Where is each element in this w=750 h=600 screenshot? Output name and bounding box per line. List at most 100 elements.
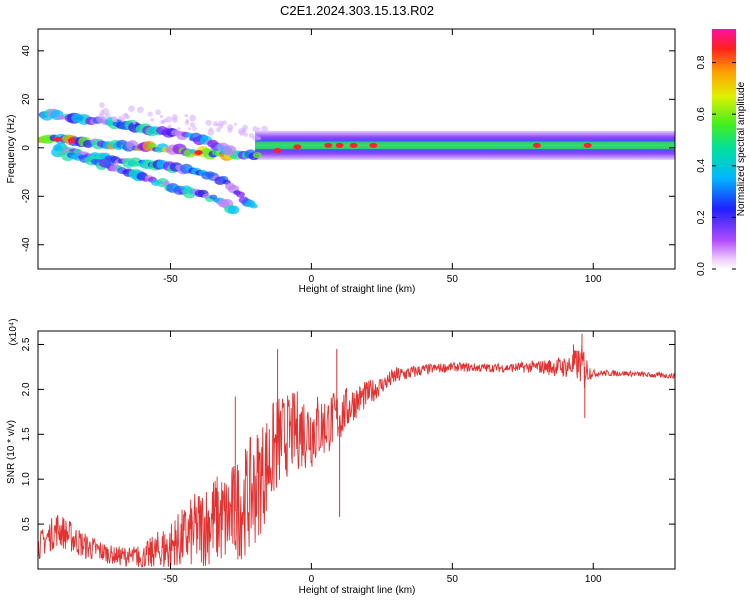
faint-dot	[252, 125, 259, 132]
bottom-x-tick-label: 100	[585, 574, 602, 585]
faint-dot	[150, 117, 155, 122]
spectrogram-frame	[37, 28, 676, 270]
faint-dot	[98, 112, 104, 119]
faint-dot	[172, 117, 178, 123]
bottom-y-tick-label: 1.0	[21, 472, 32, 486]
bottom-x-axis: -50 0 50 100	[163, 331, 602, 585]
spectral-peak	[273, 148, 282, 154]
spectrogram-panel: -50 0 50 100 -40 -20 0 20 40 Height of straight…	[6, 28, 676, 295]
spectral-peak	[532, 142, 541, 148]
spectral-blob	[222, 145, 237, 156]
figure-title: C2E1.2024.303.15.13.R02	[280, 3, 434, 18]
faint-dot	[184, 113, 189, 118]
bottom-x-axis-label: Height of straight line (km)	[299, 585, 416, 596]
colorbar-tick-label: 0.0	[696, 262, 707, 276]
colorbar-gradient	[712, 29, 736, 269]
faint-dot	[100, 109, 104, 113]
faint-dot	[155, 109, 161, 116]
snr-line-layer	[38, 333, 675, 568]
bottom-x-tick-label: 0	[309, 574, 315, 585]
heatmap-layer	[38, 102, 675, 215]
faint-dot	[99, 102, 105, 108]
top-y-tick-label: 20	[21, 93, 32, 105]
faint-dot	[161, 119, 165, 123]
top-x-tick-label: 0	[309, 274, 315, 285]
bottom-x-tick-label: -50	[163, 574, 178, 585]
faint-dot	[159, 114, 164, 119]
snr-line	[38, 344, 675, 568]
colorbar-tick-label: 0.4	[696, 158, 707, 172]
top-y-axis-label: Frequency (Hz)	[6, 115, 17, 184]
bottom-y-tick-label: 0.5	[21, 517, 32, 531]
spectral-peak	[293, 144, 302, 150]
top-y-tick-label: 0	[21, 145, 32, 151]
colorbar-tick-label: 0.8	[696, 55, 707, 69]
spectral-peak	[335, 142, 344, 148]
spectral-peak	[324, 142, 333, 148]
y-multiplier-label: (x10⁴)	[8, 318, 19, 345]
top-x-tick-label: -50	[163, 274, 178, 285]
colorbar-tick-label: 0.2	[696, 210, 707, 224]
spectral-blob	[252, 152, 262, 159]
bottom-y-tick-label: 2.0	[21, 382, 32, 396]
top-x-tick-label: 100	[585, 274, 602, 285]
colorbar-label: Normalized spectral amplitude	[736, 81, 747, 216]
top-y-tick-label: 40	[21, 45, 32, 57]
spectral-peak	[369, 142, 378, 148]
faint-dot	[261, 125, 268, 133]
top-x-axis-label: Height of straight line (km)	[299, 284, 416, 295]
spectral-peak	[583, 142, 592, 148]
faint-dot	[233, 122, 238, 126]
colorbar-tick-label: 0.6	[696, 107, 707, 121]
bottom-y-axis-label: SNR (10 * v/v)	[6, 420, 17, 484]
faint-dot	[217, 123, 224, 129]
snr-panel: -50 0 50 100 0.5 1.0 1.5 2.0 2.5 Height of stra…	[6, 318, 676, 596]
spectral-blob	[235, 191, 245, 198]
faint-dot	[132, 120, 136, 125]
faint-dot	[104, 112, 111, 119]
faint-dot	[189, 122, 196, 128]
faint-dot	[205, 119, 212, 126]
spectral-peak	[349, 142, 358, 148]
faint-dot	[256, 127, 261, 131]
spectral-peak	[67, 138, 76, 144]
faint-dot	[243, 132, 248, 137]
faint-dot	[189, 114, 196, 122]
top-x-axis: -50 0 50 100	[163, 29, 602, 285]
colorbar: 0.0 0.2 0.4 0.6 0.8 Normalized spectral ampl…	[696, 29, 747, 276]
faint-dot	[227, 124, 234, 131]
faint-dot	[128, 105, 135, 112]
spectral-peak	[53, 136, 62, 142]
faint-dot	[124, 112, 129, 117]
spectral-blob	[249, 203, 258, 209]
faint-dot	[112, 117, 116, 121]
top-y-tick-label: -40	[21, 237, 32, 252]
faint-dot	[207, 129, 215, 136]
faint-dot	[177, 127, 181, 131]
band-core	[255, 141, 675, 150]
faint-dot	[257, 136, 262, 141]
spectral-peak	[194, 150, 203, 156]
bottom-y-tick-label: 1.5	[21, 427, 32, 441]
bottom-y-axis: 0.5 1.0 1.5 2.0 2.5	[21, 337, 675, 531]
faint-dot	[252, 134, 259, 141]
top-x-tick-label: 50	[447, 274, 459, 285]
faint-dot	[192, 126, 197, 131]
top-y-axis: -40 -20 0 20 40	[21, 45, 675, 252]
faint-dot	[212, 121, 219, 127]
bottom-y-tick-label: 2.5	[21, 337, 32, 351]
faint-dot	[216, 127, 221, 133]
faint-dot	[222, 120, 227, 125]
bottom-x-tick-label: 50	[447, 574, 459, 585]
snr-frame	[37, 330, 676, 570]
faint-dot	[167, 124, 172, 129]
spectral-blob	[227, 205, 240, 215]
faint-dot	[188, 127, 192, 131]
faint-dot	[147, 111, 153, 117]
faint-dot	[237, 127, 245, 135]
faint-dot	[137, 106, 144, 114]
colorbar-ticks: 0.0 0.2 0.4 0.6 0.8	[696, 55, 736, 276]
faint-dot	[184, 120, 190, 126]
top-y-tick-label: -20	[21, 189, 32, 204]
